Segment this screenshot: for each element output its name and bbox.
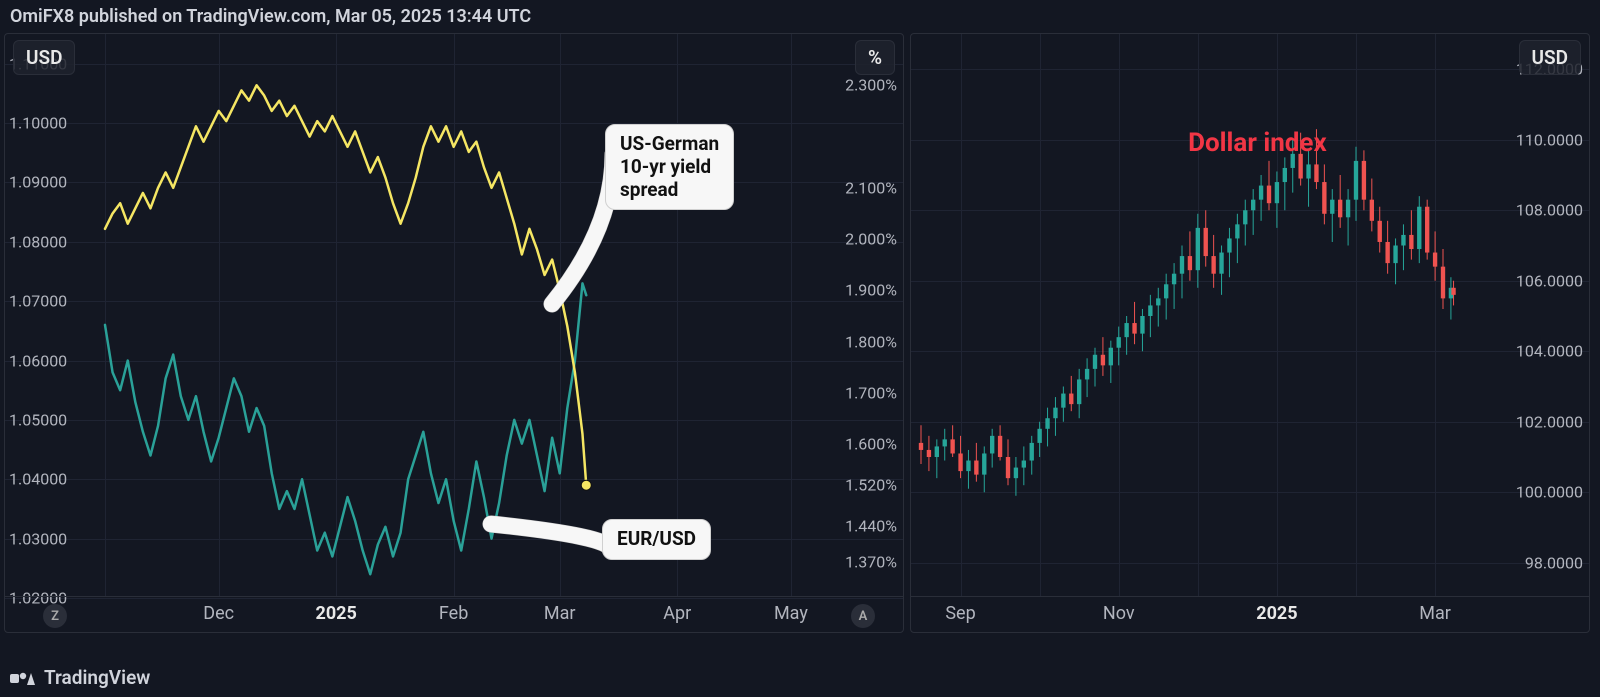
x-tick: Feb [439, 603, 468, 624]
x-tick: Nov [1103, 603, 1135, 624]
x-tick: May [774, 603, 808, 624]
charts-row: USD % 1.110001.100001.090001.080001.0700… [0, 33, 1600, 633]
left-chart[interactable]: USD % 1.110001.100001.090001.080001.0700… [4, 33, 904, 633]
x-tick: Mar [544, 603, 576, 624]
left-plot-area[interactable]: 1.110001.100001.090001.080001.070001.060… [5, 34, 903, 596]
x-tick: Sep [945, 603, 975, 624]
left-chart-right-unit-badge: % [855, 40, 895, 75]
corner-letter-z: Z [43, 604, 67, 628]
page-header: OmiFX8 published on TradingView.com, Mar… [0, 0, 1600, 33]
tradingview-logo-icon [10, 669, 36, 687]
footer-brand: TradingView [10, 666, 150, 689]
footer-brand-text: TradingView [44, 666, 150, 689]
right-plot-area[interactable]: 112.0000110.0000108.0000106.0000104.0000… [911, 34, 1589, 596]
corner-letter-a: A [851, 604, 875, 628]
right-chart[interactable]: USD 112.0000110.0000108.0000106.0000104.… [910, 33, 1590, 633]
left-chart-unit-badge: USD [13, 40, 75, 75]
left-x-axis: Z A Dec 2025 Feb Mar Apr May [5, 596, 903, 632]
x-tick: 2025 [1256, 603, 1297, 624]
x-tick: Apr [663, 603, 691, 624]
callout: US-German10-yr yieldspread [605, 124, 734, 210]
right-x-axis: Sep Nov 2025 Mar [911, 596, 1589, 632]
x-tick: Dec [203, 603, 234, 624]
callout: EUR/USD [602, 519, 711, 560]
x-tick: Mar [1419, 603, 1451, 624]
dollar-index-title: Dollar index [1188, 128, 1327, 158]
x-tick: 2025 [316, 603, 357, 624]
right-chart-unit-badge: USD [1519, 40, 1581, 75]
